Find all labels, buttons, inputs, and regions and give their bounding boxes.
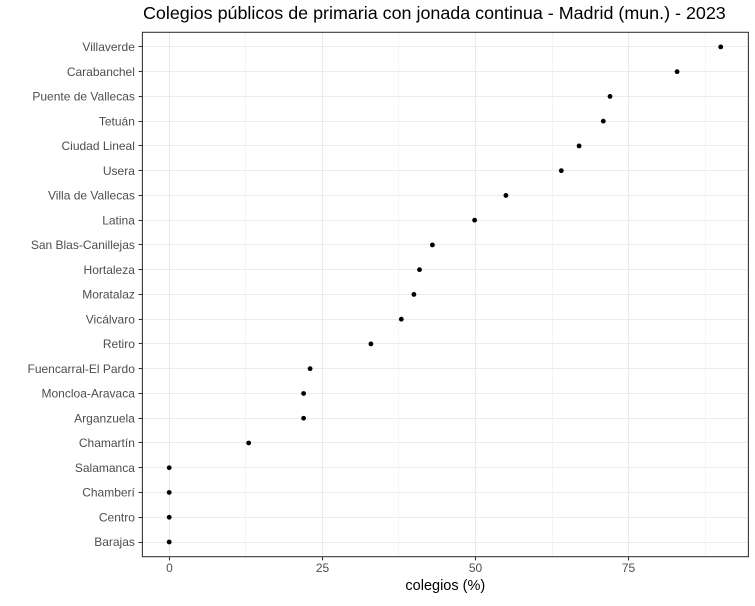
svg-text:Tetuán: Tetuán bbox=[99, 114, 135, 128]
svg-text:Vicálvaro: Vicálvaro bbox=[86, 312, 135, 326]
svg-text:Moncloa-Aravaca: Moncloa-Aravaca bbox=[42, 387, 136, 401]
svg-text:Latina: Latina bbox=[102, 213, 135, 227]
svg-text:75: 75 bbox=[622, 561, 636, 575]
svg-text:50: 50 bbox=[469, 561, 483, 575]
svg-text:Ciudad Lineal: Ciudad Lineal bbox=[62, 139, 135, 153]
svg-text:Villaverde: Villaverde bbox=[82, 40, 135, 54]
svg-text:Moratalaz: Moratalaz bbox=[82, 288, 135, 302]
svg-text:Centro: Centro bbox=[99, 510, 135, 524]
svg-text:Puente de Vallecas: Puente de Vallecas bbox=[32, 90, 135, 104]
svg-text:Arganzuela: Arganzuela bbox=[74, 411, 135, 425]
svg-text:Carabanchel: Carabanchel bbox=[67, 65, 135, 79]
svg-text:25: 25 bbox=[316, 561, 330, 575]
svg-text:Colegios públicos de primaria: Colegios públicos de primaria con jonada… bbox=[143, 3, 726, 23]
svg-text:Barajas: Barajas bbox=[94, 535, 135, 549]
svg-text:Retiro: Retiro bbox=[103, 337, 135, 351]
svg-text:Chamberí: Chamberí bbox=[82, 486, 135, 500]
svg-text:Chamartín: Chamartín bbox=[79, 436, 135, 450]
svg-text:Usera: Usera bbox=[103, 164, 135, 178]
svg-text:San Blas-Canillejas: San Blas-Canillejas bbox=[31, 238, 135, 252]
svg-text:0: 0 bbox=[166, 561, 173, 575]
svg-text:Villa de Vallecas: Villa de Vallecas bbox=[48, 189, 135, 203]
svg-text:Fuencarral-El Pardo: Fuencarral-El Pardo bbox=[28, 362, 136, 376]
svg-text:Salamanca: Salamanca bbox=[75, 461, 135, 475]
svg-text:colegios (%): colegios (%) bbox=[405, 578, 485, 594]
svg-text:Hortaleza: Hortaleza bbox=[84, 263, 136, 277]
